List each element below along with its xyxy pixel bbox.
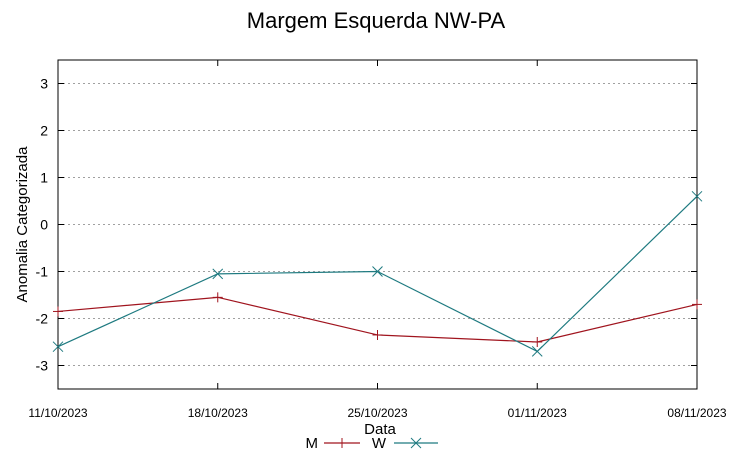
axis-ticks: 3 2 1 0 -1 -2 -3 11/10/2023 18/10/2023 25/10/2023…: [28, 60, 727, 420]
marker-stroke: [212, 268, 224, 280]
data-point-w: [531, 346, 543, 357]
legend-marker-w: [410, 437, 422, 449]
y-tick-label: 2: [40, 123, 48, 139]
y-tick-label: -3: [36, 358, 49, 374]
y-tick-label: -1: [36, 264, 49, 280]
y-tick-label: 3: [40, 76, 48, 92]
chart-title: Margem Esquerda NW-PA: [247, 8, 506, 33]
marker-stroke: [531, 346, 543, 357]
y-axis-label: Anomalia Categorizada: [14, 146, 31, 303]
data-point-m: [372, 329, 383, 340]
data-point-m: [212, 292, 223, 303]
data-point-w: [691, 190, 703, 202]
data-point-m: [692, 299, 702, 310]
grid: [58, 83, 697, 366]
legend-marker-m: [337, 438, 347, 448]
y-tick-label: 0: [40, 217, 48, 233]
marker-stroke: [691, 190, 703, 202]
data-point-w: [372, 266, 383, 277]
data-point-m: [53, 306, 63, 317]
legend-label-w: W: [372, 435, 387, 452]
y-tick-label: -2: [36, 311, 49, 327]
series-layer: [52, 190, 703, 357]
data-point-m: [532, 337, 543, 347]
marker-stroke: [372, 266, 383, 277]
data-point-w: [52, 341, 64, 353]
y-tick-label: 1: [40, 170, 48, 186]
x-tick-label: 25/10/2023: [347, 406, 407, 420]
data-point-w: [212, 268, 224, 280]
x-tick-label: 11/10/2023: [28, 406, 87, 420]
marker-stroke: [52, 341, 64, 353]
x-tick-label: 08/11/2023: [667, 406, 726, 420]
x-axis-label: Data: [364, 421, 396, 438]
x-tick-label: 01/11/2023: [508, 406, 567, 420]
x-tick-label: 18/10/2023: [188, 406, 248, 420]
legend-label-m: M: [306, 435, 319, 452]
marker-stroke: [410, 437, 422, 449]
series-line-w: [57, 195, 698, 353]
